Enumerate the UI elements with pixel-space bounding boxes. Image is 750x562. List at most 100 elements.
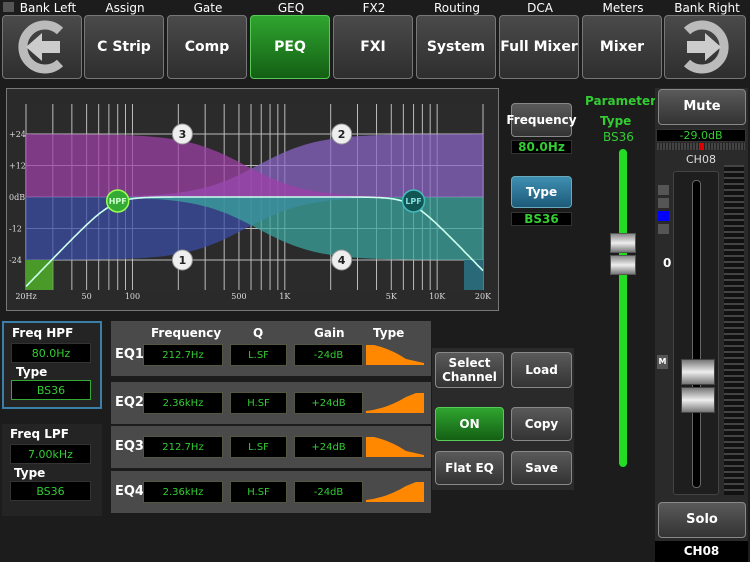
eq-frequency[interactable]: 212.7Hz (143, 344, 223, 366)
channel-name: CH08 (686, 153, 716, 166)
eq-q[interactable]: H.SF (230, 392, 287, 414)
eq-q[interactable]: H.SF (230, 481, 287, 503)
eq-label: EQ1 (115, 347, 144, 362)
x-tick-label: 100 (125, 292, 140, 301)
lpf-panel: Freq LPF 7.00kHz Type BS36 (2, 424, 102, 516)
eq-frequency[interactable]: 2.36kHz (143, 481, 223, 503)
parameter-slider-thumb[interactable] (610, 233, 636, 275)
band-fill-1 (26, 197, 483, 260)
eq-gain[interactable]: -24dB (294, 481, 363, 503)
bank-left-button[interactable] (2, 15, 82, 79)
band-node-2[interactable] (331, 123, 353, 145)
parameter-slider-track[interactable] (619, 149, 627, 467)
band-node-label: 4 (338, 254, 346, 267)
type-button[interactable]: Type (511, 176, 572, 208)
arrow-left-icon (18, 20, 64, 74)
tab-comp[interactable]: Comp (167, 15, 247, 79)
hpf-panel: Freq HPF 80.0Hz Type BS36 (2, 321, 102, 409)
eq-frequency[interactable]: 212.7Hz (143, 436, 223, 458)
y-tick-label: -24 (9, 256, 22, 265)
eq-graph[interactable]: +24 +12 0dB -12 -24 20Hz 50 100 500 1K 5K 10K 20K 1 2 3… (0, 80, 500, 312)
eq-gain[interactable]: +24dB (294, 436, 363, 458)
hpf-type-label: Type (16, 365, 48, 379)
x-tick-label: 5K (386, 292, 398, 301)
eq-type-shape-icon[interactable] (366, 391, 426, 415)
hpf-type[interactable]: BS36 (11, 380, 91, 400)
tab-fxi[interactable]: FXI (333, 15, 413, 79)
lpf-region (463, 260, 483, 290)
select-channel-button[interactable]: Select Channel (435, 352, 504, 388)
eq-gain[interactable]: -24dB (294, 344, 363, 366)
header-gain: Gain (314, 326, 345, 340)
flat-eq-button[interactable]: Flat EQ (435, 451, 504, 485)
y-tick-label: +12 (9, 162, 26, 171)
band-node-3[interactable] (171, 123, 193, 145)
band-node-4[interactable] (331, 249, 353, 271)
tab-peq[interactable]: PEQ (250, 15, 330, 79)
eq-label: EQ4 (115, 484, 144, 499)
tab-top-label: FX2 (362, 1, 386, 15)
hpf-node[interactable] (105, 189, 130, 213)
eq-label: EQ2 (115, 395, 144, 410)
tab-top-label: Meters (602, 1, 644, 15)
frequency-readout: 80.0Hz (511, 140, 572, 154)
hpf-node-label: HPF (109, 197, 127, 206)
band-node-label: 1 (179, 254, 187, 267)
parameter-value: BS36 (603, 130, 634, 144)
on-button[interactable]: ON (435, 407, 504, 441)
fader-zero-label: 0 (663, 256, 672, 270)
lpf-title: Freq LPF (10, 427, 69, 441)
eq-gain[interactable]: +24dB (294, 392, 363, 414)
x-tick-label: 1K (279, 292, 291, 301)
lpf-node[interactable] (401, 189, 426, 213)
tab-full-mixer[interactable]: Full Mixer (499, 15, 579, 79)
hpf-freq[interactable]: 80.0Hz (11, 343, 91, 363)
copy-button[interactable]: Copy (511, 407, 572, 441)
y-tick-label: 0dB (9, 193, 25, 202)
group-indicators (658, 185, 669, 234)
mute-button[interactable]: Mute (658, 89, 746, 125)
eq-row: EQ3 212.7Hz L.SF +24dB (111, 426, 431, 468)
fader-track[interactable] (692, 180, 701, 488)
x-tick-label: 10K (429, 292, 446, 301)
tab-top-label: Routing (433, 1, 480, 15)
tab-top-label: DCA (527, 1, 553, 15)
tab-top-label: Gate (193, 1, 223, 15)
hpf-region (26, 260, 53, 290)
tab-mixer[interactable]: Mixer (582, 15, 662, 79)
lpf-type[interactable]: BS36 (10, 481, 91, 501)
y-tick-label: -12 (9, 225, 22, 234)
parameter-sub: Type (600, 114, 632, 128)
header-frequency: Frequency (151, 326, 222, 340)
frequency-button[interactable]: Frequency (506, 103, 577, 137)
eq-type-shape-icon[interactable] (366, 343, 426, 367)
bank-right-button[interactable] (664, 15, 746, 79)
fader-thumb[interactable] (681, 359, 715, 414)
header-type: Type (373, 326, 405, 340)
tab-c-strip[interactable]: C Strip (84, 15, 164, 79)
type-readout: BS36 (511, 212, 572, 226)
m-indicator: M (657, 355, 668, 369)
eq-row: EQ2 2.36kHz H.SF +24dB (111, 382, 431, 424)
band-node-1[interactable] (171, 249, 193, 271)
band-fill-3 (26, 134, 483, 197)
eq-q[interactable]: L.SF (230, 344, 287, 366)
x-tick-label: 20K (475, 292, 492, 301)
indicator (3, 2, 14, 12)
x-tick-label: 500 (231, 292, 246, 301)
eq-type-shape-icon[interactable] (366, 435, 426, 459)
solo-button[interactable]: Solo (658, 502, 746, 538)
tab-system[interactable]: System (416, 15, 496, 79)
eq-row: EQ4 2.36kHz H.SF -24dB (111, 471, 431, 513)
level-meter (657, 143, 745, 150)
eq-q[interactable]: L.SF (230, 436, 287, 458)
header-q: Q (253, 326, 264, 340)
y-tick-label: +24 (9, 130, 26, 139)
load-button[interactable]: Load (511, 352, 572, 388)
hpf-title: Freq HPF (12, 326, 74, 340)
lpf-freq[interactable]: 7.00kHz (10, 444, 91, 464)
eq-type-shape-icon[interactable] (366, 480, 426, 504)
eq-frequency[interactable]: 2.36kHz (143, 392, 223, 414)
x-tick-label: 20Hz (15, 292, 36, 301)
save-button[interactable]: Save (511, 451, 572, 485)
